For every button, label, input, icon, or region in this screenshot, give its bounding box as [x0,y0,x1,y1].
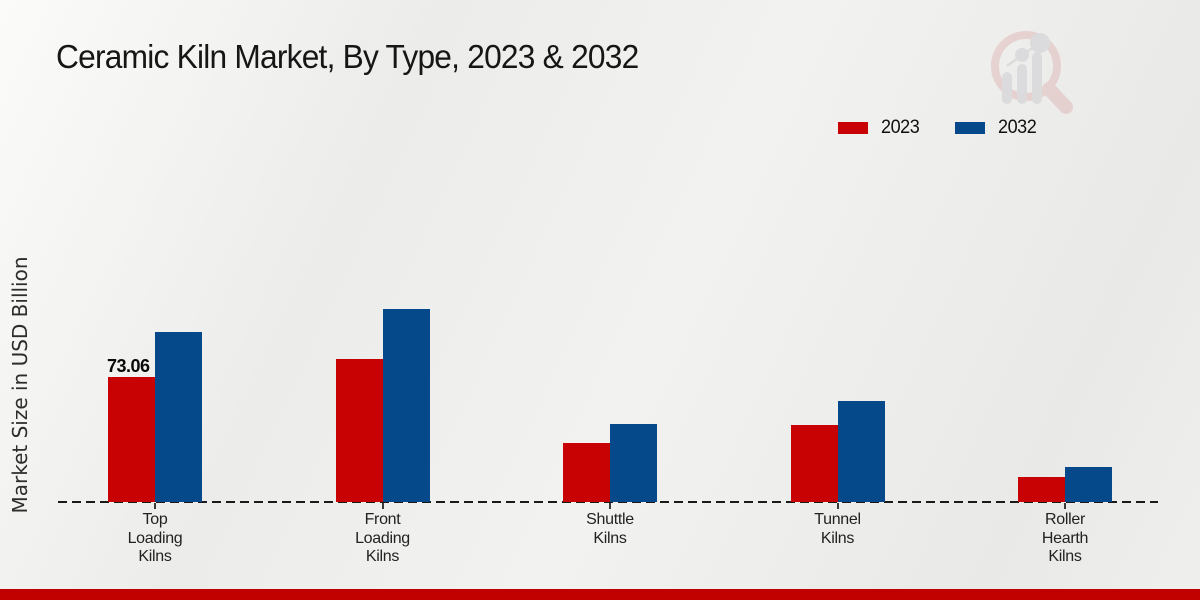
x-axis-tick [836,503,839,509]
legend-label-2032: 2032 [998,117,1037,138]
x-axis-tick [1064,503,1066,509]
category-label-top-loading-kilns: Top Loading Kilns [127,511,183,565]
legend-item-2023: 2023 [838,117,921,139]
bar-2032-roller-hearth-kilns [1065,467,1112,502]
footer-accent-band [0,589,1200,600]
x-axis-tick [154,503,156,509]
legend-item-2032: 2032 [955,117,1038,139]
legend-label-2023: 2023 [881,117,920,138]
bar-2023-shuttle-kilns [563,443,610,502]
chart-title: Ceramic Kiln Market, By Type, 2023 & 203… [56,38,639,75]
bar-2023-top-loading-kilns [108,377,155,502]
y-axis-label: Market Size in USD Billion [8,256,32,514]
x-axis-baseline [58,501,1158,503]
bar-2032-front-loading-kilns [382,309,430,502]
x-axis-tick [381,503,384,509]
chart-legend: 2023 2032 [838,117,1039,139]
bar-2023-roller-hearth-kilns [1018,476,1065,502]
bar-2032-shuttle-kilns [610,423,657,502]
legend-swatch-2032 [955,122,986,134]
category-label-shuttle-kilns: Shuttle Kilns [586,511,634,547]
legend-swatch-2023 [838,122,868,134]
magnifier-bar-chart-logo-icon [991,31,1073,114]
category-label-front-loading-kilns: Front Loading Kilns [355,511,410,565]
category-label-roller-hearth-kilns: Roller Hearth Kilns [1041,511,1089,565]
bar-2032-tunnel-kilns [837,401,885,502]
category-label-tunnel-kilns: Tunnel Kilns [814,511,861,547]
bar-2023-front-loading-kilns [335,358,383,502]
bar-2023-tunnel-kilns [790,425,838,502]
x-axis-tick [609,503,611,509]
data-label-top-loading-kilns: 73.06 [107,356,150,376]
bar-2032-top-loading-kilns [155,331,202,502]
